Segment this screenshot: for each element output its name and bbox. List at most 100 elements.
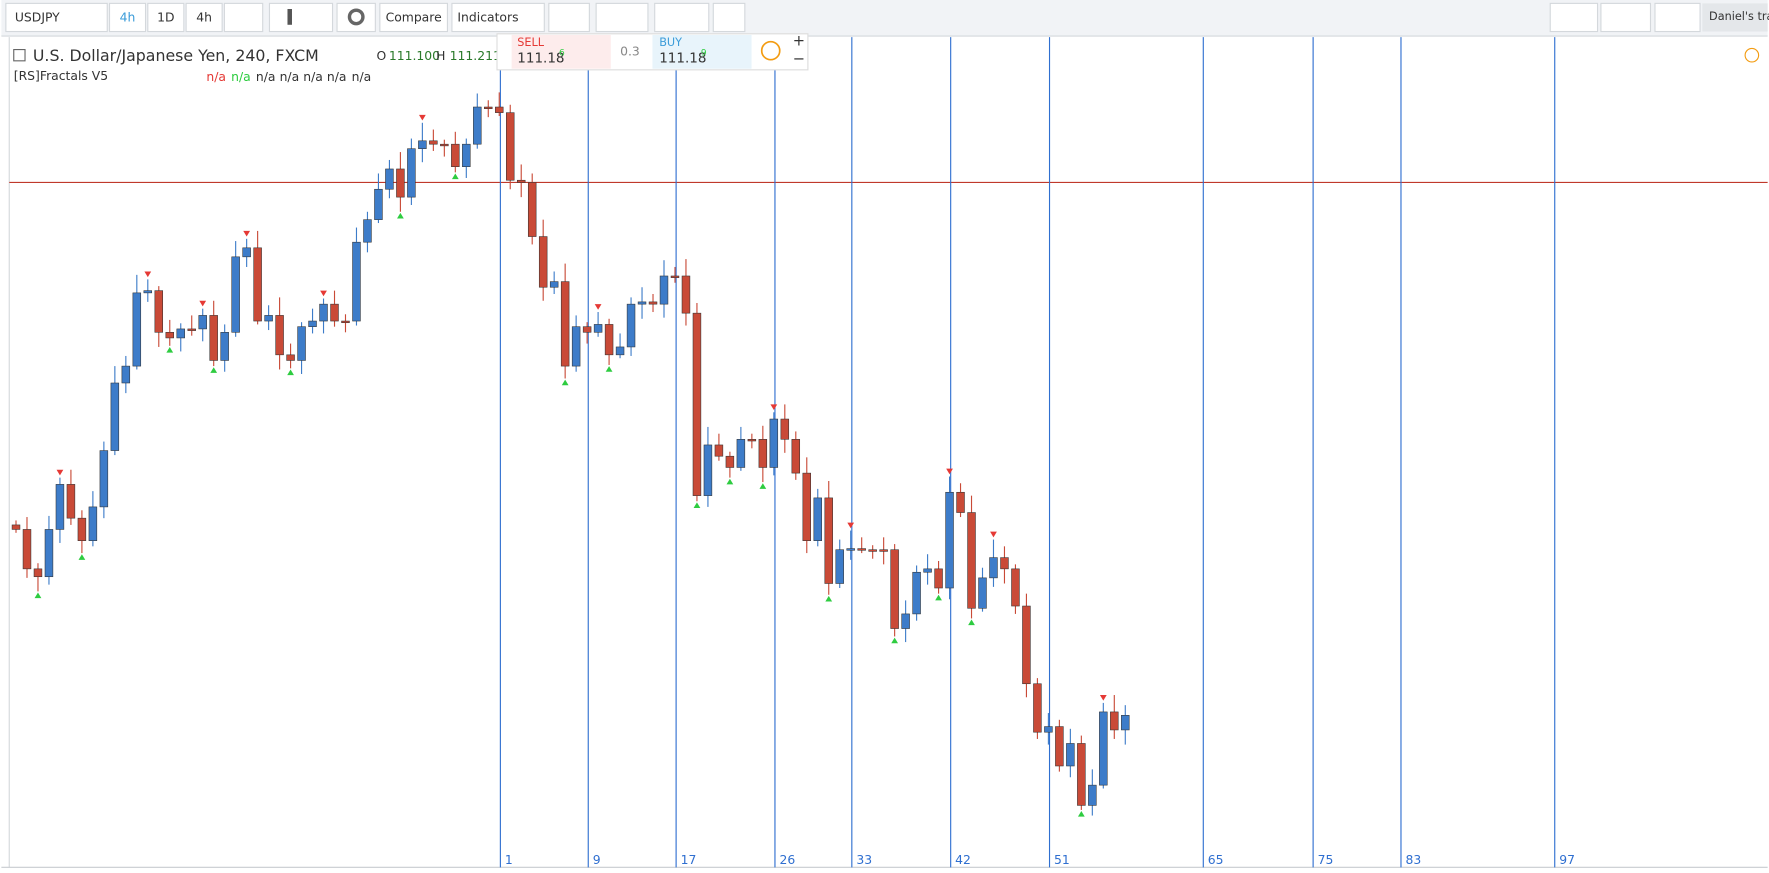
interval-button[interactable] (147, 2, 185, 33)
sell-pip: 6 (559, 48, 565, 58)
candle-body (714, 444, 724, 457)
candle-body (571, 326, 581, 367)
candle-body (736, 439, 746, 468)
collapse[interactable] (13, 49, 26, 62)
candles (11, 92, 1130, 817)
candle-body (912, 571, 921, 615)
trade-widget: SELL 111.18 6 0.3 BUY 111.18 9 + − (496, 33, 809, 71)
gear-icon (347, 8, 365, 26)
save-button[interactable] (1654, 2, 1701, 33)
bar-marker-label: 33 (856, 852, 872, 867)
fractal-down (847, 522, 855, 529)
fractal-up (210, 367, 218, 373)
candle-body (692, 312, 702, 496)
fractal-up (78, 554, 86, 560)
candle-body (681, 275, 691, 314)
interval: 1D (157, 10, 174, 25)
candle-body (242, 247, 251, 258)
undo-redo[interactable] (654, 2, 710, 33)
fractal-down (199, 300, 207, 307)
candle-body (363, 219, 372, 243)
candle-body (154, 290, 164, 333)
sell-price: 111.18 (517, 51, 564, 67)
fractal-down (144, 271, 152, 278)
candle-body (791, 439, 801, 474)
candle-body (989, 557, 998, 579)
candle-body (429, 140, 438, 145)
fractal-down (418, 114, 426, 121)
fractal-down (243, 230, 251, 237)
legend-title: U.S. Dollar/Japanese Yen, 240, FXCM (33, 46, 319, 65)
zoom-out[interactable]: − (793, 51, 805, 68)
candle-body (956, 491, 965, 513)
indicators-button[interactable] (451, 2, 545, 33)
account-box[interactable] (1702, 3, 1768, 32)
candle-icon (287, 9, 292, 25)
candle-body (857, 548, 866, 551)
candle-body (604, 324, 614, 356)
chart-style[interactable] (268, 2, 334, 33)
interval-button[interactable] (185, 2, 223, 33)
candle-body (341, 320, 350, 324)
open-value: 111.100 (389, 48, 440, 63)
candle-body (637, 301, 647, 305)
candle-body (275, 315, 284, 356)
candle-body (1055, 726, 1064, 767)
indicator-value: n/a (303, 69, 323, 84)
legend: U.S. Dollar/Japanese Yen, 240, FXCM O 11… (13, 46, 501, 84)
candle-body (506, 112, 515, 181)
bar-marker-label: 83 (1405, 852, 1421, 867)
load-button[interactable] (1600, 2, 1652, 33)
candle-body (802, 472, 811, 541)
bar-marker-label: 26 (779, 852, 795, 867)
candle-body (758, 439, 768, 468)
ideas-button[interactable] (595, 2, 649, 33)
fractal-up (968, 619, 975, 626)
candle-body (121, 365, 131, 384)
candle-body (1044, 726, 1053, 733)
candle-body (538, 236, 548, 288)
candle-body (780, 418, 790, 440)
candle-body (1066, 743, 1075, 767)
settings[interactable] (336, 2, 376, 33)
fullscreen[interactable] (712, 2, 746, 33)
candle-body (132, 292, 142, 367)
fractal-up (605, 366, 613, 372)
symbol-box[interactable] (5, 2, 108, 33)
alert-button[interactable] (548, 2, 590, 33)
bar-marker-label: 75 (1318, 852, 1334, 867)
layout-button[interactable] (1549, 2, 1599, 33)
candle-body (846, 548, 855, 551)
candle-body (1099, 711, 1108, 786)
info-icon[interactable] (760, 40, 781, 61)
candle-body (77, 517, 87, 541)
candle-body (99, 450, 109, 508)
indicator-value: n/a (206, 69, 226, 84)
interval-button[interactable] (108, 2, 147, 33)
interval-menu[interactable] (223, 2, 264, 33)
compare-button[interactable] (379, 2, 448, 33)
high-value: 111.211 (450, 48, 501, 63)
sell-button[interactable] (511, 34, 611, 69)
candle-body (582, 326, 592, 333)
candle-body (484, 106, 493, 109)
candle-body (615, 346, 625, 356)
indicator-value: n/a (352, 69, 372, 84)
bar-marker-label: 42 (955, 852, 971, 867)
fractal-down (56, 469, 64, 476)
candle-body (1110, 711, 1119, 731)
candle-body (407, 148, 416, 198)
candle-body (33, 568, 43, 578)
compare: Compare (386, 10, 442, 25)
buy-button[interactable] (652, 34, 752, 69)
candle-body (1088, 784, 1097, 806)
candle-body (418, 140, 427, 149)
fractal-up (34, 592, 42, 599)
zoom-in[interactable]: + (793, 33, 805, 50)
candle-body (11, 524, 21, 530)
candle-body (473, 106, 482, 145)
bar-marker-label: 97 (1559, 852, 1575, 867)
bar-marker-label: 51 (1054, 852, 1070, 867)
candle-body (703, 444, 713, 496)
candle-body (308, 320, 317, 327)
